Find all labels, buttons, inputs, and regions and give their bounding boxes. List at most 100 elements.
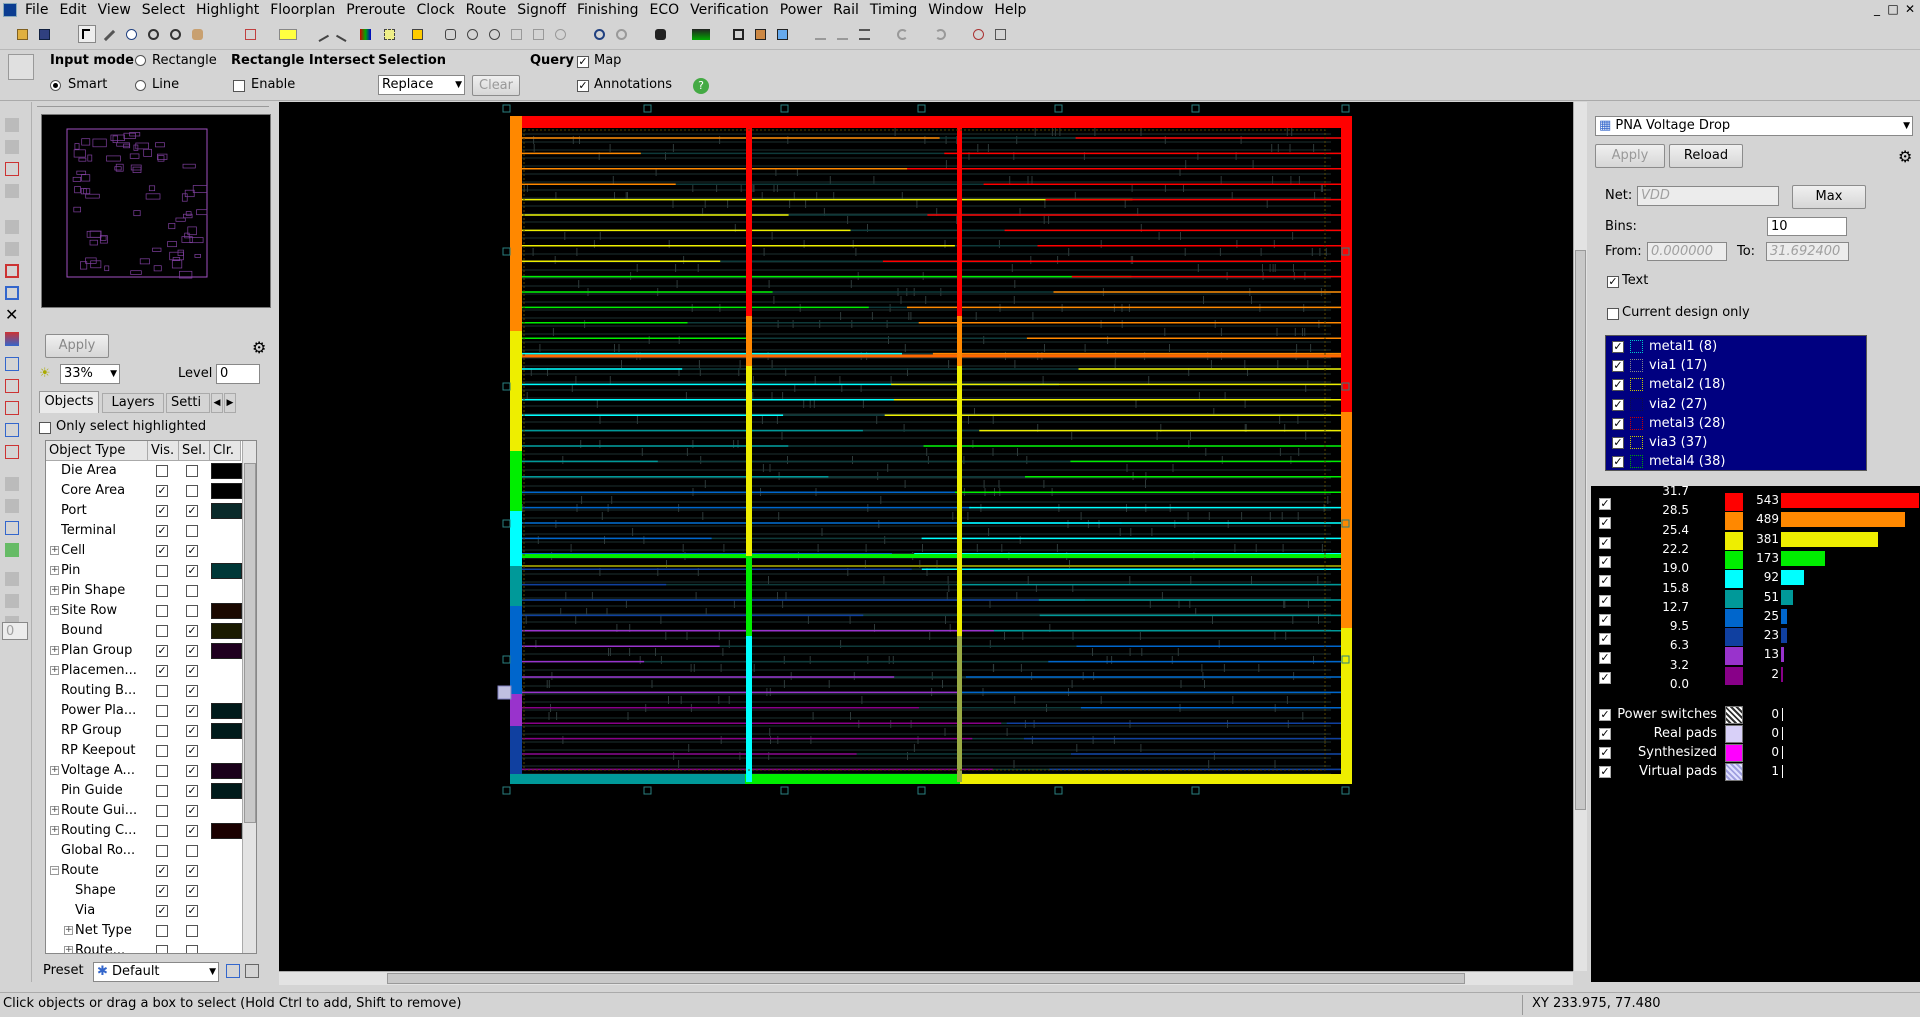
tool-poly-icon[interactable] (5, 499, 19, 513)
zoom-out-2-icon[interactable] (612, 25, 630, 43)
tool-split-icon[interactable] (5, 357, 19, 371)
menu-rail[interactable]: Rail (833, 2, 859, 18)
selectable-checkbox[interactable] (186, 525, 198, 537)
minimize-window-icon[interactable]: _ (1874, 2, 1880, 16)
tool-rotate-icon[interactable] (5, 220, 19, 234)
smart-radio[interactable] (50, 80, 61, 91)
menu-preroute[interactable]: Preroute (346, 2, 406, 18)
selectable-checkbox[interactable] (186, 605, 198, 617)
expand-icon[interactable]: + (50, 565, 59, 575)
tab-settings[interactable]: Setti (166, 393, 210, 413)
info-icon[interactable] (122, 25, 140, 43)
annotations-checkbox[interactable]: ✓ (577, 79, 589, 92)
selectable-checkbox[interactable]: ✓ (186, 504, 198, 517)
selectable-checkbox[interactable]: ✓ (186, 864, 198, 877)
selectable-checkbox[interactable]: ✓ (186, 884, 198, 897)
maximize-window-icon[interactable]: □ (1887, 2, 1899, 16)
zoom-3-icon[interactable] (485, 25, 503, 43)
pad-checkbox[interactable]: ✓ (1599, 765, 1611, 778)
tool-array-icon[interactable] (5, 423, 19, 437)
map-checkbox[interactable]: ✓ (577, 55, 589, 68)
color-swatch[interactable] (211, 563, 242, 579)
level-spinbox[interactable]: 0 (216, 364, 260, 384)
selectable-checkbox[interactable]: ✓ (186, 804, 198, 817)
selectable-checkbox[interactable] (186, 465, 198, 477)
visible-checkbox[interactable] (156, 765, 168, 777)
tree-row[interactable]: − Route ✓ ✓ (46, 861, 241, 881)
clear-highlight-icon[interactable] (241, 25, 259, 43)
selectable-checkbox[interactable] (186, 945, 198, 953)
visible-checkbox[interactable] (156, 845, 168, 857)
canvas-v-scroll-thumb[interactable] (1575, 250, 1586, 810)
menu-highlight[interactable]: Highlight (196, 2, 260, 18)
bin-checkbox[interactable]: ✓ (1599, 554, 1611, 568)
expand-icon[interactable]: + (50, 765, 59, 775)
tree-row[interactable]: Core Area ✓ (46, 481, 242, 501)
visible-checkbox[interactable] (156, 705, 168, 717)
selectable-checkbox[interactable]: ✓ (186, 544, 198, 557)
expand-icon[interactable]: + (64, 945, 73, 954)
clear-button[interactable]: Clear (472, 75, 520, 96)
tool-delete-icon[interactable]: ✕ (5, 305, 19, 324)
expand-icon[interactable]: + (50, 585, 59, 595)
tree-row[interactable]: Shape ✓ ✓ (46, 881, 241, 901)
visible-checkbox[interactable]: ✓ (156, 884, 168, 897)
layer-row[interactable]: ✓ metal4 (38) (1612, 453, 1862, 472)
menu-clock[interactable]: Clock (416, 2, 455, 18)
tool-select-icon[interactable] (5, 162, 19, 176)
settings-history-icon[interactable] (991, 25, 1009, 43)
menu-file[interactable]: File (25, 2, 49, 18)
zoom-5-icon[interactable] (529, 25, 547, 43)
tool-flip-icon[interactable] (5, 242, 19, 256)
menu-select[interactable]: Select (141, 2, 185, 18)
tab-scroll-right-icon[interactable]: ▶ (224, 393, 236, 413)
color-swatch[interactable] (211, 623, 242, 639)
tool-stretch-icon[interactable] (5, 286, 19, 300)
pad-checkbox[interactable]: ✓ (1599, 746, 1611, 759)
menu-eco[interactable]: ECO (649, 2, 680, 18)
selectable-checkbox[interactable]: ✓ (186, 704, 198, 717)
select-tool-icon[interactable] (8, 54, 34, 80)
tool-grid-icon[interactable] (5, 543, 19, 557)
bin-checkbox[interactable]: ✓ (1599, 612, 1611, 626)
tree-row[interactable]: Via ✓ ✓ (46, 901, 241, 921)
redo-icon[interactable] (931, 25, 957, 43)
save-icon[interactable] (35, 25, 53, 43)
snap-grid-icon[interactable] (380, 25, 398, 43)
reload-button[interactable]: Reload (1669, 144, 1743, 168)
tool-misc1-icon[interactable] (5, 572, 19, 586)
expand-icon[interactable]: + (50, 645, 59, 655)
highlight-color-icon[interactable] (275, 25, 301, 43)
tree-row[interactable]: RP Group ✓ (46, 721, 242, 741)
history-icon[interactable] (969, 25, 987, 43)
visible-checkbox[interactable]: ✓ (156, 904, 168, 917)
visible-checkbox[interactable] (156, 625, 168, 637)
bin-checkbox[interactable]: ✓ (1599, 535, 1611, 549)
zoom-fit-icon[interactable] (441, 25, 459, 43)
bin-checkbox[interactable]: ✓ (1599, 497, 1611, 510)
col-object-type[interactable]: Object Type (46, 441, 148, 461)
cell-list-icon[interactable] (773, 25, 791, 43)
visible-checkbox[interactable] (156, 945, 168, 953)
menu-power[interactable]: Power (779, 2, 823, 18)
tree-row[interactable]: + Pin ✓ (46, 561, 242, 581)
pad-checkbox[interactable]: ✓ (1599, 708, 1611, 721)
select-pointer-icon[interactable] (78, 25, 96, 43)
pan-hand-icon[interactable] (188, 25, 206, 43)
cell-grid-icon[interactable] (729, 25, 747, 43)
expand-icon[interactable]: + (50, 545, 59, 555)
visible-checkbox[interactable] (156, 605, 168, 617)
selection-mode-select[interactable]: Replace ▼ (378, 75, 465, 95)
tree-row[interactable]: + Route... (46, 941, 241, 954)
selectable-checkbox[interactable]: ✓ (186, 564, 198, 577)
move-up-icon[interactable] (811, 25, 829, 43)
col-color[interactable]: Clr. (210, 441, 241, 461)
tree-row[interactable]: + Route Gui... ✓ (46, 801, 241, 821)
zoom-4-icon[interactable] (507, 25, 525, 43)
selectable-checkbox[interactable] (186, 925, 198, 937)
line-radio[interactable] (135, 80, 146, 91)
color-swatch[interactable] (211, 823, 242, 839)
bins-spinbox[interactable]: 10 (1767, 217, 1847, 236)
bin-checkbox[interactable]: ✓ (1599, 632, 1611, 646)
preset-select[interactable]: ✱ Default ▼ (93, 962, 219, 982)
